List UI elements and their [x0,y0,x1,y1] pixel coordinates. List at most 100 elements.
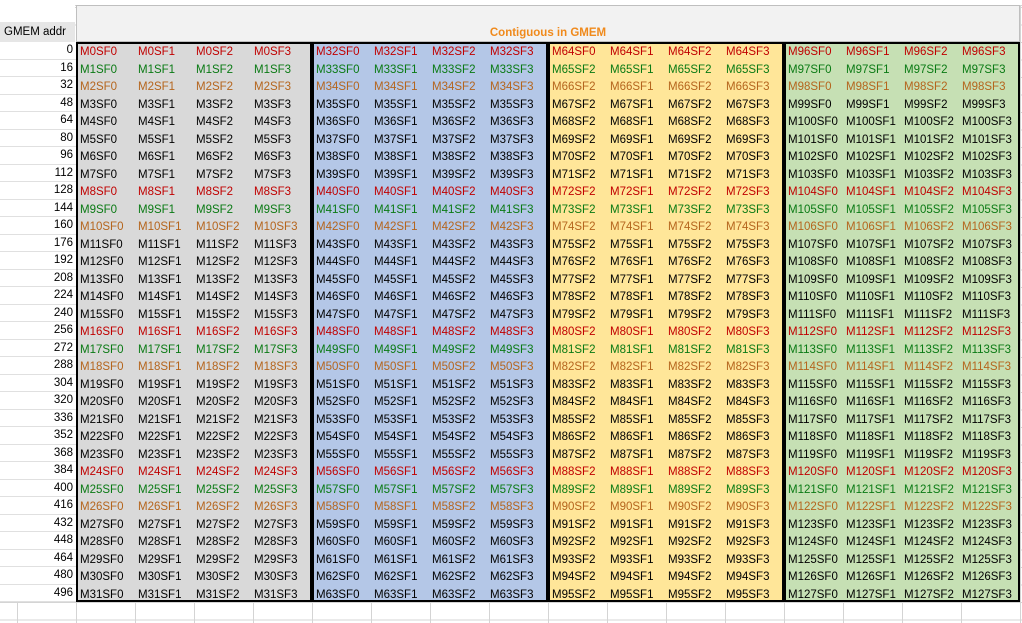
table-cell[interactable]: M95SF3 [726,588,770,601]
table-cell[interactable]: M53SF2 [432,413,476,426]
table-cell[interactable]: M58SF2 [432,501,476,513]
table-cell[interactable]: M89SF2 [668,483,712,496]
table-cell[interactable]: M10SF1 [138,221,182,233]
table-cell[interactable]: M40SF0 [316,186,360,198]
table-cell[interactable]: M2SF0 [80,81,118,93]
table-cell[interactable]: M8SF2 [196,186,234,198]
table-cell[interactable]: M37SF0 [316,133,360,146]
table-cell[interactable]: M14SF0 [80,291,124,303]
table-cell[interactable]: M64SF0 [552,46,596,58]
table-cell[interactable]: M44SF2 [432,256,476,268]
table-cell[interactable]: M115SF1 [846,378,896,391]
table-cell[interactable]: M46SF0 [316,291,360,303]
table-cell[interactable]: M72SF3 [726,186,770,198]
gmem-addr-cell[interactable]: 400 [0,480,76,497]
table-cell[interactable]: M49SF2 [432,343,476,356]
table-cell[interactable]: M106SF0 [788,221,838,233]
table-cell[interactable]: M26SF0 [80,501,124,513]
table-cell[interactable]: M79SF1 [610,308,654,321]
table-cell[interactable]: M17SF0 [80,343,124,356]
table-cell[interactable]: M62SF0 [316,571,360,583]
table-cell[interactable]: M91SF2 [552,518,596,531]
table-cell[interactable]: M22SF3 [254,431,298,443]
table-cell[interactable]: M96SF1 [846,46,890,58]
table-cell[interactable]: M122SF3 [962,501,1012,513]
table-cell[interactable]: M36SF2 [432,116,476,128]
table-cell[interactable]: M12SF3 [254,256,298,268]
table-cell[interactable]: M61SF2 [432,553,476,566]
table-cell[interactable]: M91SF1 [610,518,654,531]
table-cell[interactable]: M82SF1 [610,361,654,373]
table-cell[interactable]: M17SF1 [138,343,182,356]
table-cell[interactable]: M126SF0 [788,571,838,583]
table-cell[interactable]: M38SF2 [432,151,476,163]
table-cell[interactable]: M102SF3 [962,151,1012,163]
table-cell[interactable]: M123SF1 [846,518,896,531]
table-cell[interactable]: M75SF2 [668,238,712,251]
table-cell[interactable]: M25SF1 [138,483,182,496]
table-cell[interactable]: M107SF2 [904,238,954,251]
table-cell[interactable]: M21SF3 [254,413,298,426]
table-cell[interactable]: M16SF0 [80,326,124,338]
table-cell[interactable]: M29SF2 [196,553,240,566]
table-cell[interactable]: M34SF3 [490,81,534,93]
table-cell[interactable]: M43SF3 [490,238,534,251]
table-cell[interactable]: M24SF2 [196,466,240,478]
table-cell[interactable]: M91SF2 [668,518,712,531]
table-cell[interactable]: M46SF3 [490,291,534,303]
table-cell[interactable]: M24SF3 [254,466,298,478]
table-cell[interactable]: M58SF0 [316,501,360,513]
table-cell[interactable]: M41SF1 [374,203,418,216]
table-cell[interactable]: M9SF0 [80,203,118,216]
table-cell[interactable]: M92SF1 [610,536,654,548]
gmem-addr-cell[interactable]: 112 [0,165,76,182]
table-cell[interactable]: M65SF1 [610,63,654,76]
table-cell[interactable]: M57SF3 [490,483,534,496]
table-cell[interactable]: M106SF1 [846,221,896,233]
table-cell[interactable]: M61SF0 [316,553,360,566]
table-cell[interactable]: M81SF1 [610,343,654,356]
table-cell[interactable]: M113SF2 [904,343,954,356]
table-cell[interactable]: M91SF3 [726,518,770,531]
table-cell[interactable]: M53SF1 [374,413,418,426]
table-cell[interactable]: M52SF2 [432,396,476,408]
table-cell[interactable]: M76SF2 [552,256,596,268]
table-cell[interactable]: M126SF1 [846,571,896,583]
gmem-addr-cell[interactable]: 48 [0,95,76,112]
table-cell[interactable]: M15SF0 [80,308,124,321]
table-cell[interactable]: M35SF0 [316,98,360,111]
table-cell[interactable]: M84SF1 [610,396,654,408]
table-cell[interactable]: M34SF2 [432,81,476,93]
table-cell[interactable]: M104SF3 [962,186,1012,198]
table-cell[interactable]: M90SF2 [552,501,596,513]
table-cell[interactable]: M93SF1 [610,553,654,566]
gmem-addr-cell[interactable]: 192 [0,252,76,270]
table-cell[interactable]: M18SF3 [254,361,298,373]
table-cell[interactable]: M92SF2 [552,536,596,548]
table-cell[interactable]: M43SF0 [316,238,360,251]
table-cell[interactable]: M68SF3 [726,116,770,128]
table-cell[interactable]: M66SF1 [610,81,654,93]
table-cell[interactable]: M49SF0 [316,343,360,356]
gmem-addr-cell[interactable]: 496 [0,585,76,602]
table-cell[interactable]: M26SF3 [254,501,298,513]
table-cell[interactable]: M55SF2 [432,448,476,461]
table-cell[interactable]: M27SF2 [196,518,240,531]
table-cell[interactable]: M45SF1 [374,273,418,286]
table-cell[interactable]: M123SF0 [788,518,838,531]
table-cell[interactable]: M0SF2 [196,46,234,58]
table-cell[interactable]: M20SF1 [138,396,182,408]
table-cell[interactable]: M99SF3 [962,98,1006,111]
table-cell[interactable]: M2SF2 [196,81,234,93]
table-cell[interactable]: M76SF1 [610,256,654,268]
table-cell[interactable]: M81SF3 [726,343,770,356]
table-cell[interactable]: M109SF1 [846,273,896,286]
table-cell[interactable]: M100SF1 [846,116,896,128]
table-cell[interactable]: M16SF1 [138,326,182,338]
table-cell[interactable]: M124SF3 [962,536,1012,548]
table-cell[interactable]: M57SF1 [374,483,418,496]
table-cell[interactable]: M44SF3 [490,256,534,268]
table-cell[interactable]: M47SF3 [490,308,534,321]
table-cell[interactable]: M105SF2 [904,203,954,216]
table-cell[interactable]: M96SF0 [788,46,832,58]
